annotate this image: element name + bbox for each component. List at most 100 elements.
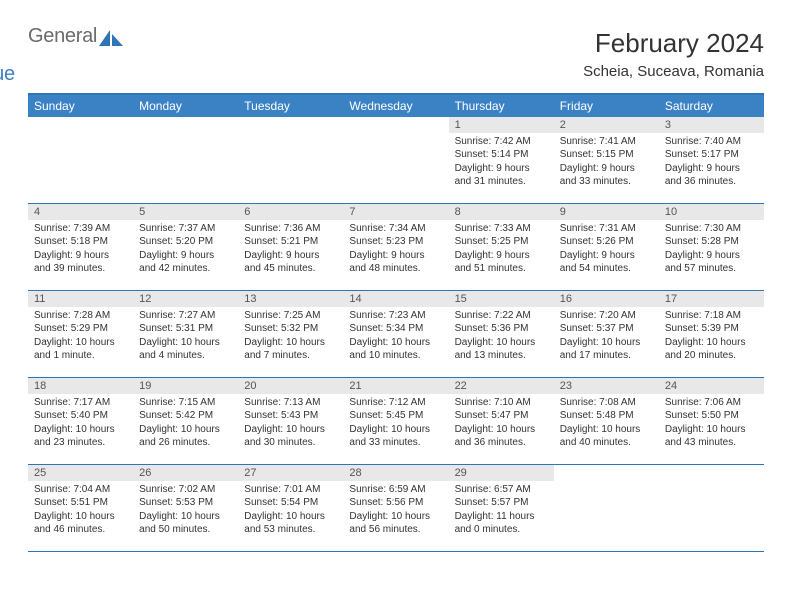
calendar: Sunday Monday Tuesday Wednesday Thursday…: [28, 93, 764, 552]
day-number: 29: [449, 465, 554, 481]
sunset-text: Sunset: 5:28 PM: [665, 235, 758, 249]
sunrise-text: Sunrise: 7:23 AM: [349, 309, 442, 323]
day-number: 11: [28, 291, 133, 307]
day-body: Sunrise: 7:06 AMSunset: 5:50 PMDaylight:…: [659, 394, 764, 456]
day-cell: 9Sunrise: 7:31 AMSunset: 5:26 PMDaylight…: [554, 204, 659, 290]
daylight-text: Daylight: 9 hours and 54 minutes.: [560, 249, 653, 276]
day-number: 8: [449, 204, 554, 220]
day-cell: 2Sunrise: 7:41 AMSunset: 5:15 PMDaylight…: [554, 117, 659, 203]
sunset-text: Sunset: 5:43 PM: [244, 409, 337, 423]
day-cell: 17Sunrise: 7:18 AMSunset: 5:39 PMDayligh…: [659, 291, 764, 377]
sunset-text: Sunset: 5:29 PM: [34, 322, 127, 336]
sunrise-text: Sunrise: 7:28 AM: [34, 309, 127, 323]
day-cell: 19Sunrise: 7:15 AMSunset: 5:42 PMDayligh…: [133, 378, 238, 464]
sunrise-text: Sunrise: 7:25 AM: [244, 309, 337, 323]
daylight-text: Daylight: 10 hours and 20 minutes.: [665, 336, 758, 363]
weekday-sat: Saturday: [659, 95, 764, 117]
day-body: Sunrise: 7:39 AMSunset: 5:18 PMDaylight:…: [28, 220, 133, 282]
sunset-text: Sunset: 5:15 PM: [560, 148, 653, 162]
day-cell: 3Sunrise: 7:40 AMSunset: 5:17 PMDaylight…: [659, 117, 764, 203]
sunrise-text: Sunrise: 7:13 AM: [244, 396, 337, 410]
daylight-text: Daylight: 10 hours and 36 minutes.: [455, 423, 548, 450]
day-number: 21: [343, 378, 448, 394]
sunset-text: Sunset: 5:51 PM: [34, 496, 127, 510]
day-body: Sunrise: 7:27 AMSunset: 5:31 PMDaylight:…: [133, 307, 238, 369]
sunrise-text: Sunrise: 7:15 AM: [139, 396, 232, 410]
day-cell: 20Sunrise: 7:13 AMSunset: 5:43 PMDayligh…: [238, 378, 343, 464]
day-number: 20: [238, 378, 343, 394]
day-cell: 28Sunrise: 6:59 AMSunset: 5:56 PMDayligh…: [343, 465, 448, 551]
sunset-text: Sunset: 5:26 PM: [560, 235, 653, 249]
day-number: 14: [343, 291, 448, 307]
sunrise-text: Sunrise: 7:04 AM: [34, 483, 127, 497]
weeks-container: 1Sunrise: 7:42 AMSunset: 5:14 PMDaylight…: [28, 117, 764, 552]
day-cell: 7Sunrise: 7:34 AMSunset: 5:23 PMDaylight…: [343, 204, 448, 290]
day-number: 16: [554, 291, 659, 307]
day-body: Sunrise: 7:02 AMSunset: 5:53 PMDaylight:…: [133, 481, 238, 543]
day-body: Sunrise: 7:15 AMSunset: 5:42 PMDaylight:…: [133, 394, 238, 456]
sunset-text: Sunset: 5:47 PM: [455, 409, 548, 423]
day-number: [343, 117, 448, 133]
sunset-text: Sunset: 5:31 PM: [139, 322, 232, 336]
logo-word-blue: Blue: [0, 66, 125, 83]
month-title: February 2024: [583, 28, 764, 59]
daylight-text: Daylight: 9 hours and 39 minutes.: [34, 249, 127, 276]
sunrise-text: Sunrise: 7:08 AM: [560, 396, 653, 410]
day-cell: 26Sunrise: 7:02 AMSunset: 5:53 PMDayligh…: [133, 465, 238, 551]
day-number: [659, 465, 764, 481]
sunset-text: Sunset: 5:20 PM: [139, 235, 232, 249]
sunrise-text: Sunrise: 7:41 AM: [560, 135, 653, 149]
day-cell: [133, 117, 238, 203]
day-cell: [28, 117, 133, 203]
sunrise-text: Sunrise: 7:30 AM: [665, 222, 758, 236]
daylight-text: Daylight: 9 hours and 42 minutes.: [139, 249, 232, 276]
sunrise-text: Sunrise: 7:22 AM: [455, 309, 548, 323]
sunrise-text: Sunrise: 6:59 AM: [349, 483, 442, 497]
week-row: 11 Sunrise: 7:28 AMSunset: 5:29 PM Dayligh…: [28, 291, 764, 378]
day-body: Sunrise: 7:08 AMSunset: 5:48 PMDaylight:…: [554, 394, 659, 456]
day-body: Sunrise: 7:34 AMSunset: 5:23 PMDaylight:…: [343, 220, 448, 282]
daylight-text: Daylight: 10 hours and 43 minutes.: [665, 423, 758, 450]
day-number: 7: [343, 204, 448, 220]
sunset-text: Sunset: 5:21 PM: [244, 235, 337, 249]
daylight-text: Daylight: 10 hours and 50 minutes.: [139, 510, 232, 537]
daylight-text: Daylight: 10 hours and 30 minutes.: [244, 423, 337, 450]
sunrise-text: Sunrise: 7:42 AM: [455, 135, 548, 149]
sunset-text: Sunset: 5:14 PM: [455, 148, 548, 162]
day-cell: 11Sunrise: 7:28 AMSunset: 5:29 PMDayligh…: [28, 291, 133, 377]
day-number: [133, 117, 238, 133]
day-cell: 27Sunrise: 7:01 AMSunset: 5:54 PMDayligh…: [238, 465, 343, 551]
sunset-text: Sunset: 5:18 PM: [34, 235, 127, 249]
day-body: Sunrise: 7:13 AMSunset: 5:43 PMDaylight:…: [238, 394, 343, 456]
week-row: 1Sunrise: 7:42 AMSunset: 5:14 PMDaylight…: [28, 117, 764, 204]
sunrise-text: Sunrise: 7:18 AM: [665, 309, 758, 323]
daylight-text: Daylight: 10 hours and 26 minutes.: [139, 423, 232, 450]
day-cell: 22Sunrise: 7:10 AMSunset: 5:47 PMDayligh…: [449, 378, 554, 464]
daylight-text: Daylight: 9 hours and 45 minutes.: [244, 249, 337, 276]
day-cell: 10Sunrise: 7:30 AMSunset: 5:28 PMDayligh…: [659, 204, 764, 290]
sunrise-text: Sunrise: 7:31 AM: [560, 222, 653, 236]
day-number: 19: [133, 378, 238, 394]
day-cell: 18Sunrise: 7:17 AMSunset: 5:40 PMDayligh…: [28, 378, 133, 464]
day-number: 9: [554, 204, 659, 220]
day-body: Sunrise: 7:22 AMSunset: 5:36 PMDaylight:…: [449, 307, 554, 369]
day-cell: 6Sunrise: 7:36 AMSunset: 5:21 PMDaylight…: [238, 204, 343, 290]
sunrise-text: Sunrise: 7:02 AM: [139, 483, 232, 497]
day-cell: [343, 117, 448, 203]
daylight-text: Daylight: 10 hours and 13 minutes.: [455, 336, 548, 363]
day-number: [238, 117, 343, 133]
day-body: Sunrise: 7:17 AMSunset: 5:40 PMDaylight:…: [28, 394, 133, 456]
daylight-text: Daylight: 10 hours and 56 minutes.: [349, 510, 442, 537]
daylight-text: Daylight: 9 hours and 33 minutes.: [560, 162, 653, 189]
day-cell: 24Sunrise: 7:06 AMSunset: 5:50 PMDayligh…: [659, 378, 764, 464]
location: Scheia, Suceava, Romania: [583, 63, 764, 80]
logo: General Blue: [28, 28, 125, 83]
week-row: 18Sunrise: 7:17 AMSunset: 5:40 PMDayligh…: [28, 378, 764, 465]
sunset-text: Sunset: 5:53 PM: [139, 496, 232, 510]
day-body: Sunrise: 7:30 AMSunset: 5:28 PMDaylight:…: [659, 220, 764, 282]
day-body: Sunrise: 7:10 AMSunset: 5:47 PMDaylight:…: [449, 394, 554, 456]
sunrise-text: Sunrise: 7:17 AM: [34, 396, 127, 410]
day-number: 26: [133, 465, 238, 481]
day-body: Sunrise: 7:31 AMSunset: 5:26 PMDaylight:…: [554, 220, 659, 282]
day-cell: 5Sunrise: 7:37 AMSunset: 5:20 PMDaylight…: [133, 204, 238, 290]
